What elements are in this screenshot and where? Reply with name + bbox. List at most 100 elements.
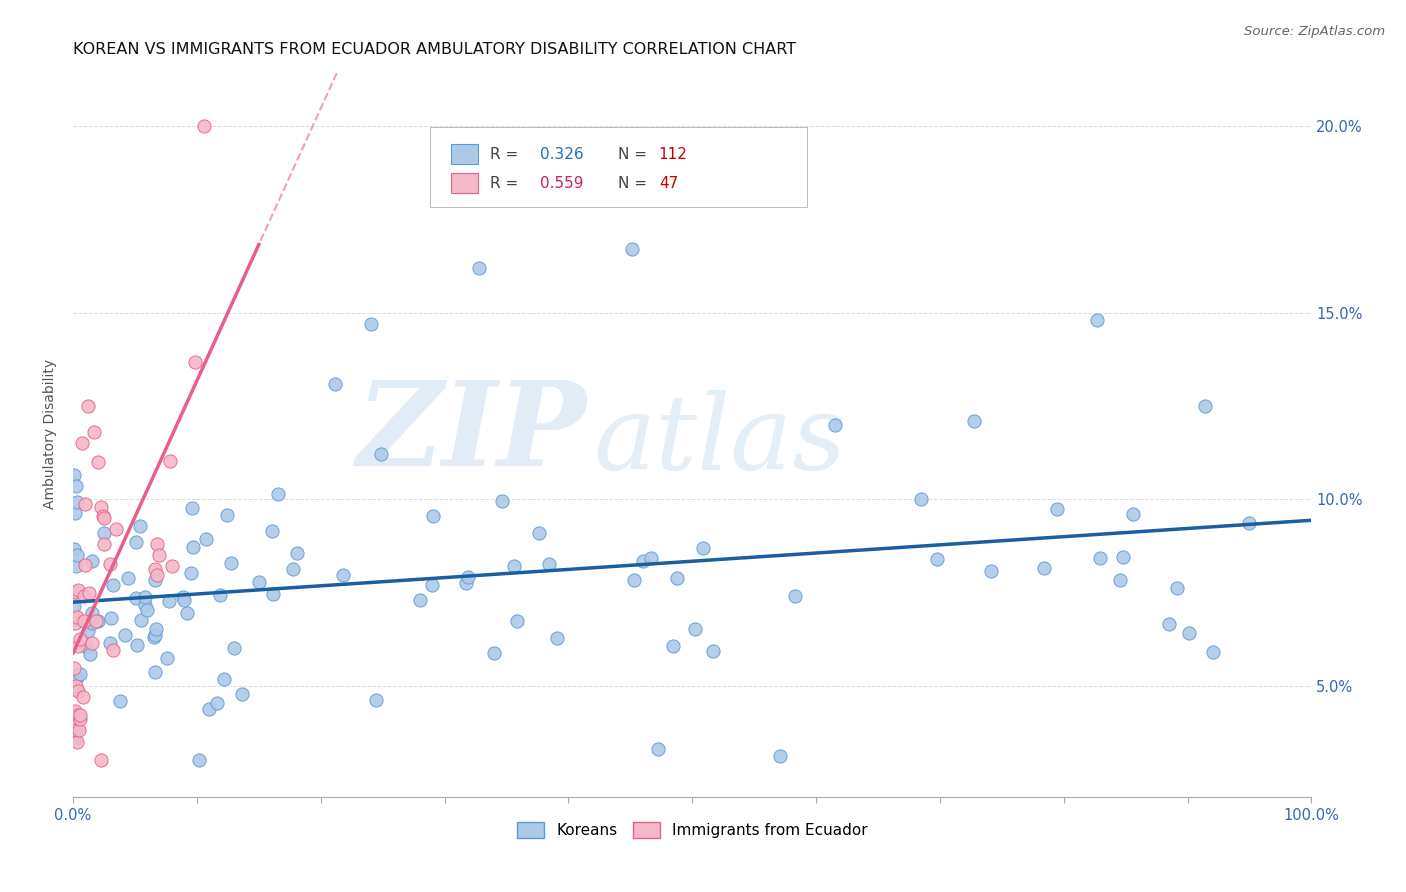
- Point: [769, 749, 792, 764]
- Point: [198, 702, 221, 716]
- Point: [63, 661, 86, 675]
- Point: [105, 522, 128, 536]
- Point: [63, 724, 86, 739]
- Point: [963, 414, 986, 428]
- Point: [260, 524, 283, 538]
- Point: [194, 532, 217, 546]
- Text: R =: R =: [491, 146, 523, 161]
- Point: [98, 557, 121, 571]
- Point: [262, 587, 284, 601]
- Point: [80, 554, 103, 568]
- Point: [325, 376, 347, 391]
- Point: [65, 609, 87, 624]
- Text: ZIP: ZIP: [357, 376, 586, 491]
- Point: [134, 598, 156, 612]
- Y-axis label: Ambulatory Disability: Ambulatory Disability: [44, 359, 58, 509]
- Text: 112: 112: [659, 146, 688, 161]
- Point: [86, 614, 108, 628]
- Point: [221, 556, 243, 570]
- Point: [100, 611, 122, 625]
- Point: [82, 607, 104, 621]
- Point: [409, 593, 432, 607]
- Point: [266, 486, 288, 500]
- Point: [491, 494, 513, 508]
- Point: [1090, 551, 1112, 566]
- Point: [69, 666, 91, 681]
- Point: [65, 715, 87, 730]
- Point: [692, 541, 714, 556]
- Point: [66, 582, 89, 597]
- Point: [86, 615, 108, 629]
- Point: [80, 615, 103, 630]
- Point: [63, 599, 86, 613]
- Point: [506, 614, 529, 628]
- Point: [65, 723, 87, 738]
- Point: [180, 501, 202, 516]
- Point: [783, 589, 806, 603]
- Point: [484, 646, 506, 660]
- Point: [93, 537, 115, 551]
- Point: [145, 622, 167, 636]
- Point: [125, 638, 148, 652]
- Point: [527, 525, 550, 540]
- Point: [63, 506, 86, 520]
- Legend: Koreans, Immigrants from Ecuador: Koreans, Immigrants from Ecuador: [510, 815, 875, 845]
- Point: [125, 591, 148, 606]
- Point: [332, 567, 354, 582]
- Point: [73, 615, 96, 629]
- Point: [63, 704, 86, 718]
- FancyBboxPatch shape: [451, 144, 478, 164]
- Point: [212, 672, 235, 686]
- Point: [67, 684, 90, 698]
- Point: [538, 558, 561, 572]
- Point: [231, 687, 253, 701]
- Point: [1202, 645, 1225, 659]
- Point: [63, 733, 86, 747]
- Point: [180, 566, 202, 581]
- Point: [422, 508, 444, 523]
- Point: [285, 546, 308, 560]
- Point: [1237, 516, 1260, 531]
- Point: [925, 551, 948, 566]
- Point: [467, 260, 489, 275]
- Point: [217, 508, 239, 522]
- Point: [66, 549, 89, 563]
- Point: [1122, 507, 1144, 521]
- Point: [181, 541, 204, 555]
- Point: [640, 550, 662, 565]
- Point: [134, 590, 156, 604]
- Point: [65, 584, 87, 599]
- Point: [67, 639, 90, 653]
- Point: [1032, 561, 1054, 575]
- Point: [184, 355, 207, 369]
- Point: [73, 558, 96, 573]
- Point: [633, 553, 655, 567]
- Point: [93, 526, 115, 541]
- Point: [143, 562, 166, 576]
- Point: [647, 742, 669, 756]
- Point: [1159, 617, 1181, 632]
- Point: [73, 589, 96, 603]
- Point: [193, 120, 215, 134]
- Point: [173, 593, 195, 607]
- Text: N =: N =: [619, 146, 652, 161]
- Point: [83, 425, 105, 439]
- Point: [93, 511, 115, 525]
- Point: [66, 495, 89, 509]
- Point: [156, 651, 179, 665]
- Point: [176, 607, 198, 621]
- Point: [143, 665, 166, 679]
- Text: 47: 47: [659, 176, 678, 191]
- Text: Source: ZipAtlas.com: Source: ZipAtlas.com: [1244, 25, 1385, 38]
- Point: [66, 734, 89, 748]
- Point: [159, 453, 181, 467]
- Point: [662, 639, 685, 653]
- Point: [364, 693, 387, 707]
- Point: [281, 561, 304, 575]
- Point: [63, 467, 86, 482]
- Text: 0.326: 0.326: [540, 146, 583, 161]
- Point: [69, 632, 91, 646]
- Point: [63, 542, 86, 557]
- Point: [1109, 573, 1132, 587]
- Point: [117, 570, 139, 584]
